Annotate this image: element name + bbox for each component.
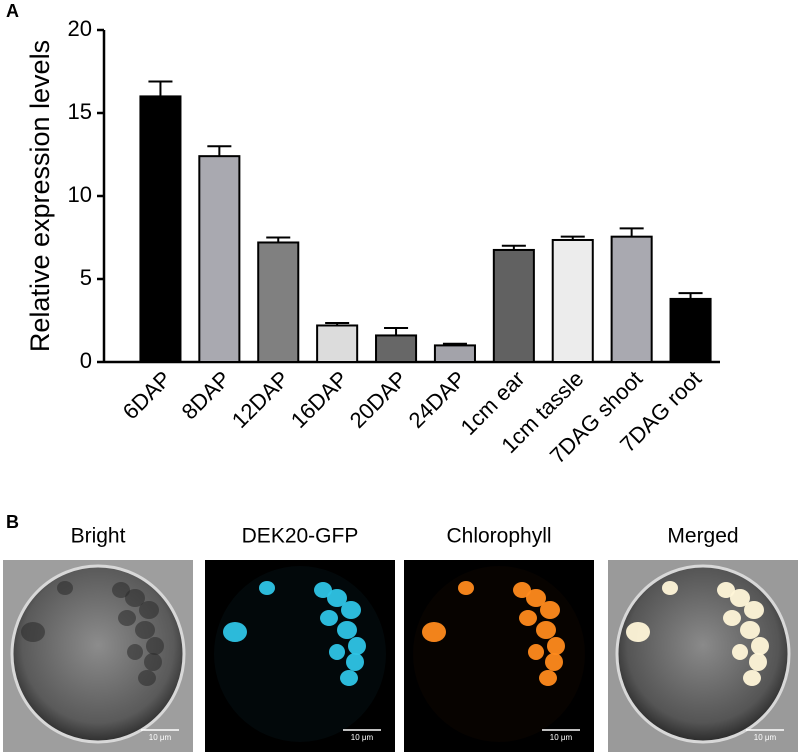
chloroplast xyxy=(744,601,764,619)
chloroplast xyxy=(112,582,130,598)
chloroplast xyxy=(458,581,474,595)
chloroplast xyxy=(320,610,338,626)
bar xyxy=(375,334,418,364)
chloroplast xyxy=(21,622,45,642)
chloroplast xyxy=(348,637,366,655)
chloroplast xyxy=(146,637,164,655)
chloroplast xyxy=(223,622,247,642)
chloroplast xyxy=(135,621,155,639)
y-tick-label: 20 xyxy=(68,16,92,41)
chloroplast xyxy=(144,653,162,671)
chloroplast xyxy=(327,589,347,607)
chloroplast xyxy=(329,644,345,660)
chloroplast xyxy=(341,601,361,619)
chloroplast xyxy=(259,581,275,595)
bar xyxy=(257,241,300,363)
scale-bar-label: 10 μm xyxy=(754,733,777,742)
bar xyxy=(492,248,535,363)
chloroplast xyxy=(138,670,156,686)
chloroplast xyxy=(626,622,650,642)
x-tick-label: 20DAP xyxy=(345,366,412,433)
chloroplast xyxy=(749,653,767,671)
chloroplast xyxy=(314,582,332,598)
chloroplast xyxy=(526,589,546,607)
bar xyxy=(433,344,476,363)
panel-label: A xyxy=(6,1,19,21)
chloroplast xyxy=(743,670,761,686)
chloroplast xyxy=(422,622,446,642)
chloroplast xyxy=(662,581,678,595)
chloroplast xyxy=(513,582,531,598)
image-title: Merged xyxy=(667,525,738,548)
chloroplast xyxy=(536,621,556,639)
chloroplast xyxy=(125,589,145,607)
y-axis-label: Relative expression levels xyxy=(25,40,55,352)
y-tick-label: 5 xyxy=(80,265,92,290)
chloroplast xyxy=(717,582,735,598)
chloroplast xyxy=(723,610,741,626)
bar xyxy=(551,238,594,364)
y-tick-label: 15 xyxy=(68,99,92,124)
scale-bar-label: 10 μm xyxy=(351,733,374,742)
bar xyxy=(669,297,712,364)
chloroplast xyxy=(346,653,364,671)
chloroplast xyxy=(337,621,357,639)
image-title: Chlorophyll xyxy=(446,525,551,548)
scale-bar-label: 10 μm xyxy=(550,733,573,742)
chloroplast xyxy=(127,644,143,660)
panel-label: B xyxy=(6,512,19,532)
x-tick-label: 6DAP xyxy=(118,366,176,424)
chloroplast xyxy=(340,670,358,686)
x-tick-label: 12DAP xyxy=(227,366,294,433)
chloroplast xyxy=(519,610,537,626)
chloroplast xyxy=(547,637,565,655)
bar xyxy=(139,95,182,364)
chloroplast xyxy=(540,601,560,619)
micrographs: Bright 10 μm DEK20-GFP 10 μm Chlorophyll 10 μ… xyxy=(3,525,798,752)
chloroplast xyxy=(57,581,73,595)
chloroplast xyxy=(539,670,557,686)
scale-bar-label: 10 μm xyxy=(149,733,172,742)
image-title: Bright xyxy=(71,525,126,548)
image-title: DEK20-GFP xyxy=(242,525,359,548)
chloroplast xyxy=(732,644,748,660)
chloroplast xyxy=(545,653,563,671)
chloroplast xyxy=(740,621,760,639)
bar xyxy=(610,235,653,363)
chloroplast xyxy=(139,601,159,619)
bar xyxy=(316,324,359,364)
bar xyxy=(198,155,241,363)
x-tick-label: 16DAP xyxy=(286,366,353,433)
chloroplast xyxy=(118,610,136,626)
chloroplast xyxy=(730,589,750,607)
y-tick-label: 10 xyxy=(68,182,92,207)
chloroplast xyxy=(528,644,544,660)
chloroplast xyxy=(751,637,769,655)
y-tick-label: 0 xyxy=(80,348,92,373)
